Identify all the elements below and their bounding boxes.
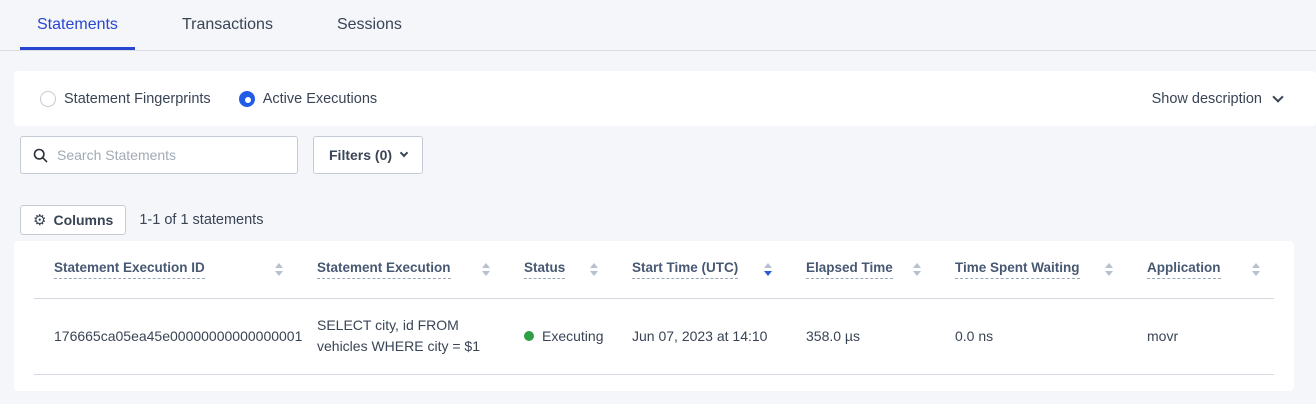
status-executing-dot-icon: [524, 331, 534, 342]
column-header-label: Statement Execution: [317, 260, 451, 279]
cell-status: Executing: [504, 298, 612, 375]
column-header-start-time[interactable]: Start Time (UTC): [612, 241, 786, 299]
results-count: 1-1 of 1 statements: [139, 212, 264, 228]
cell-statement-execution: SELECT city, id FROM vehicles WHERE city…: [297, 298, 504, 375]
search-icon: [33, 148, 48, 162]
column-header-statement-execution-id[interactable]: Statement Execution ID: [34, 241, 297, 299]
statements-table: Statement Execution ID Statement Executi…: [34, 241, 1274, 375]
cell-time-spent-waiting: 0.0 ns: [935, 298, 1127, 375]
column-header-statement-execution[interactable]: Statement Execution: [297, 241, 504, 299]
radio-statement-fingerprints-label: Statement Fingerprints: [64, 90, 211, 107]
statements-table-card: Statement Execution ID Statement Executi…: [14, 241, 1294, 391]
show-description-label: Show description: [1151, 90, 1262, 107]
column-header-application[interactable]: Application: [1127, 241, 1274, 299]
gear-icon: ⚙: [33, 211, 47, 229]
tab-sessions-label: Sessions: [336, 16, 402, 33]
column-header-label: Time Spent Waiting: [955, 260, 1080, 279]
filters-button[interactable]: Filters (0): [313, 136, 424, 174]
radio-statement-fingerprints[interactable]: Statement Fingerprints: [40, 90, 211, 107]
chevron-down-icon: [1272, 90, 1284, 103]
chevron-down-icon: [399, 148, 409, 158]
view-mode-radio-group: Statement Fingerprints Active Executions: [40, 90, 378, 107]
sort-icon: [482, 262, 490, 276]
search-input[interactable]: [57, 147, 287, 163]
cell-statement-execution-id: 176665ca05ea45e00000000000000001: [34, 298, 302, 375]
tab-transactions[interactable]: Transactions: [165, 0, 290, 50]
show-description-toggle[interactable]: Show description: [1151, 90, 1284, 107]
radio-unselected-icon: [40, 90, 56, 107]
search-row: Filters (0): [20, 136, 1316, 174]
tab-statements-label: Statements: [37, 16, 118, 33]
radio-active-executions-label: Active Executions: [262, 90, 378, 107]
tab-sessions[interactable]: Sessions: [320, 0, 419, 50]
tab-transactions-label: Transactions: [181, 16, 273, 33]
tab-bar: Statements Transactions Sessions: [0, 0, 1316, 51]
columns-button[interactable]: ⚙ Columns: [20, 205, 127, 235]
column-header-label: Start Time (UTC): [632, 260, 739, 279]
sort-desc-icon: [764, 262, 772, 276]
sort-icon: [1105, 262, 1113, 276]
column-header-label: Elapsed Time: [806, 260, 893, 279]
search-input-wrapper: [20, 136, 298, 174]
radio-selected-icon: [238, 90, 255, 107]
sort-icon: [275, 262, 283, 276]
columns-row: ⚙ Columns 1-1 of 1 statements: [20, 205, 1316, 235]
cell-application: movr: [1127, 298, 1274, 375]
sort-icon: [590, 262, 598, 276]
columns-button-label: Columns: [53, 212, 114, 228]
table-header-row: Statement Execution ID Statement Executi…: [34, 241, 1274, 299]
sql-statement-text: SELECT city, id FROM vehicles WHERE city…: [317, 316, 480, 355]
table-row[interactable]: 176665ca05ea45e00000000000000001 SELECT …: [34, 298, 1274, 375]
cell-elapsed-time: 358.0 µs: [786, 298, 935, 375]
filters-button-label: Filters (0): [329, 147, 393, 163]
tab-statements[interactable]: Statements: [20, 0, 135, 50]
sort-icon: [913, 262, 921, 276]
column-header-label: Application: [1147, 260, 1221, 279]
status-label: Executing: [542, 328, 604, 345]
column-header-time-spent-waiting[interactable]: Time Spent Waiting: [935, 241, 1127, 299]
column-header-label: Status: [524, 260, 566, 279]
view-mode-card: Statement Fingerprints Active Executions…: [14, 71, 1316, 126]
column-header-status[interactable]: Status: [504, 241, 612, 299]
radio-active-executions[interactable]: Active Executions: [238, 90, 378, 107]
sort-icon: [1252, 262, 1260, 276]
column-header-label: Statement Execution ID: [54, 260, 205, 279]
column-header-elapsed-time[interactable]: Elapsed Time: [786, 241, 935, 299]
cell-start-time: Jun 07, 2023 at 14:10: [612, 298, 786, 375]
